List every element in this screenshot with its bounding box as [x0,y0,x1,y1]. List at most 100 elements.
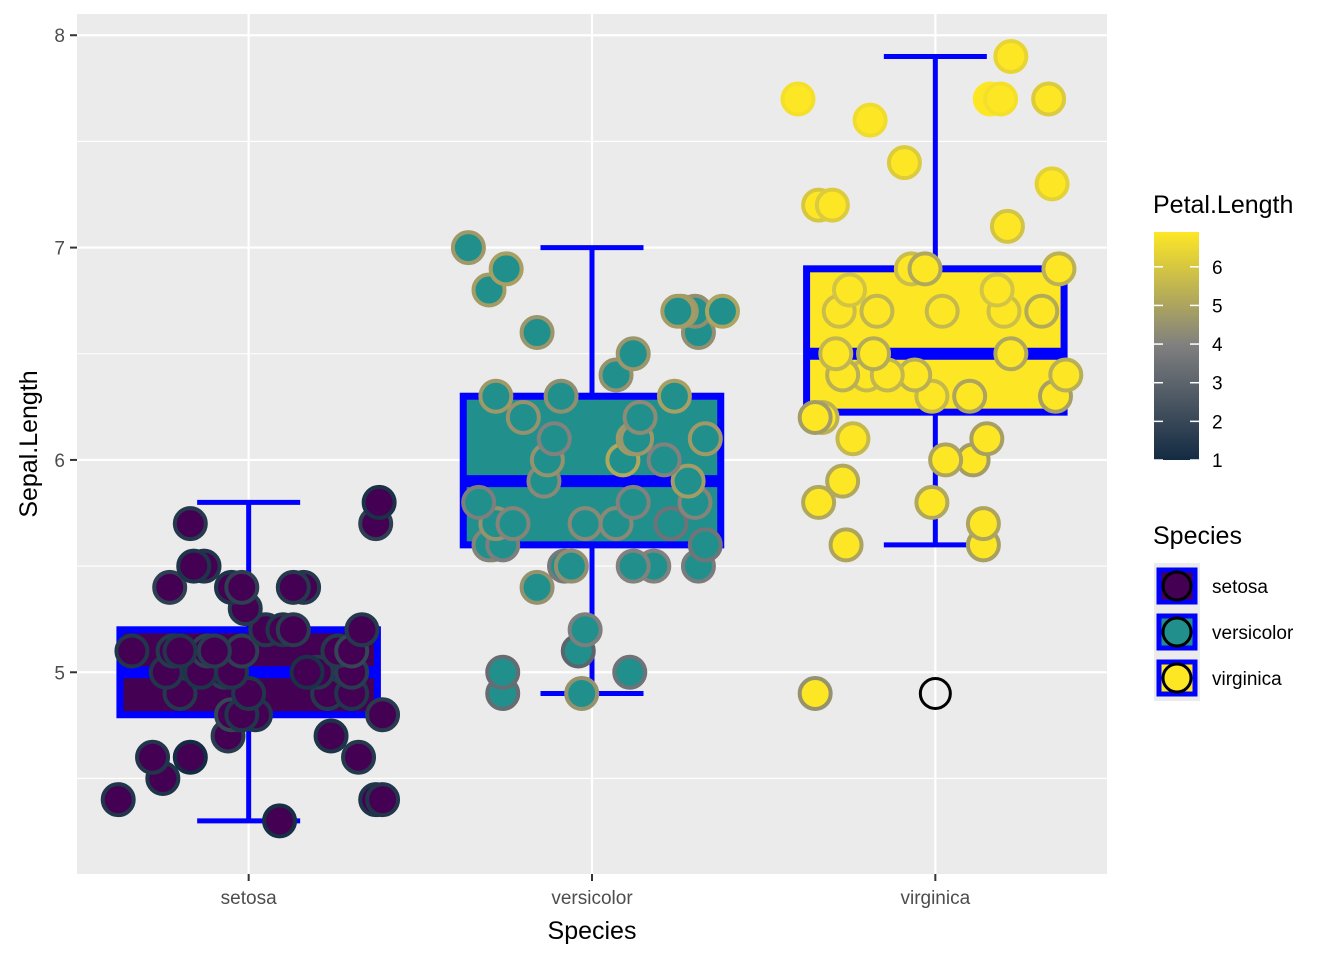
data-point [780,81,816,117]
x-tick-label: virginica [900,888,970,909]
legend-key-point [1161,616,1193,648]
data-point [687,421,723,457]
y-tick-label: 8 [54,26,65,47]
data-point [519,315,555,351]
y-axis: 5 6 7 8 [54,26,77,684]
data-point [924,293,960,329]
jitter-points [100,38,1084,839]
data-point [224,569,260,605]
data-point [969,421,1005,457]
species-legend-items: setosa versicolor virginica [1154,563,1294,701]
species-legend-label: setosa [1212,577,1268,598]
data-point [993,336,1029,372]
y-tick-label: 6 [54,451,65,472]
data-point [1031,81,1067,117]
y-axis-title: Sepal.Length [15,370,43,517]
data-point [262,803,298,839]
data-point [162,633,198,669]
species-legend-item-versicolor: versicolor [1154,609,1294,655]
data-point [797,399,833,435]
colorbar-ticks: 1 2 3 4 5 6 [1154,258,1223,472]
colorbar-legend: Petal.Length 1 2 3 4 5 6 [1153,191,1293,472]
x-tick-label: setosa [221,888,277,909]
x-axis-title: Species [548,917,637,945]
data-point [914,484,950,520]
data-point [289,654,325,690]
data-point [704,293,740,329]
data-point [152,569,188,605]
legend-key-point [1161,662,1193,694]
data-point [612,654,648,690]
data-point [993,38,1029,74]
species-legend-item-virginica: virginica [1154,655,1282,701]
data-point [989,208,1025,244]
data-point [196,633,232,669]
species-legend-label: virginica [1212,669,1282,690]
data-point [536,421,572,457]
data-point [361,484,397,520]
data-point [519,569,555,605]
data-point [176,548,212,584]
y-tick-label: 5 [54,663,65,684]
data-point [856,336,892,372]
colorbar-tick-label: 6 [1212,258,1223,279]
data-point [553,548,589,584]
x-tick-label: versicolor [551,888,633,909]
data-point [797,676,833,712]
data-point [814,187,850,223]
data-point [478,378,514,414]
data-point [488,251,524,287]
data-point [172,739,208,775]
data-point [825,463,861,499]
data-point [653,506,689,542]
data-point [1034,166,1070,202]
colorbar-legend-title: Petal.Length [1153,191,1293,219]
data-point [495,506,531,542]
data-point [646,442,682,478]
x-axis: setosa versicolor virginica [221,874,971,909]
data-point [365,782,401,818]
data-point [450,230,486,266]
data-point [828,527,864,563]
species-legend-item-setosa: setosa [1154,563,1268,609]
colorbar-tick-label: 3 [1212,374,1223,395]
data-point [886,145,922,181]
colorbar-tick-label: 5 [1212,296,1223,317]
data-point [313,718,349,754]
data-point [564,676,600,712]
y-tick-label: 7 [54,239,65,260]
data-point [952,378,988,414]
data-point [1048,357,1084,393]
colorbar-tick-label: 1 [1212,451,1223,472]
species-legend-label: versicolor [1212,623,1294,644]
data-point [801,484,837,520]
data-point [275,569,311,605]
data-point [344,612,380,648]
outlier-point [918,677,952,711]
data-point [965,506,1001,542]
data-point [818,336,854,372]
data-point [907,251,943,287]
data-point [852,102,888,138]
data-point [615,336,651,372]
data-point [100,782,136,818]
data-point [687,527,723,563]
legend-key-point [1161,570,1193,602]
data-point [275,612,311,648]
species-legend-title: Species [1153,522,1242,550]
data-point [615,484,651,520]
species-legend: Species setosa versicolor virginica [1153,522,1294,701]
data-point [983,81,1019,117]
data-point [461,484,497,520]
data-point [1024,293,1060,329]
data-point [835,421,871,457]
data-point [979,272,1015,308]
data-point [928,442,964,478]
data-point [660,293,696,329]
data-point [567,612,603,648]
colorbar-tick-label: 4 [1212,335,1223,356]
data-point [485,654,521,690]
data-point [543,378,579,414]
data-point [1041,251,1077,287]
